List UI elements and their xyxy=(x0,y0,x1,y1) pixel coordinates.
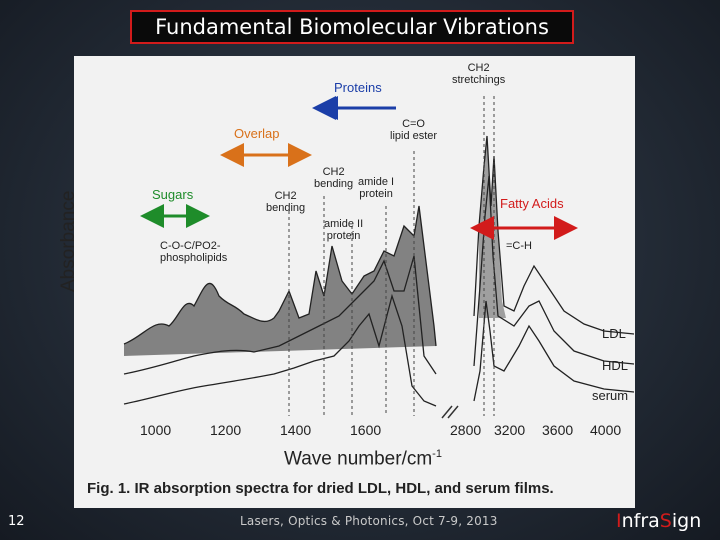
ir-spectra-figure: 1000 1200 1400 1600 2800 3200 3600 4000 … xyxy=(58,56,635,508)
x-tick-label: 4000 xyxy=(590,422,622,438)
series-label-hdl: HDL xyxy=(602,358,629,373)
x-tick-label: 3600 xyxy=(542,422,574,438)
x-tick-label: 1400 xyxy=(280,422,312,438)
ldl-fill-right xyxy=(479,136,506,318)
x-tick-label: 1200 xyxy=(210,422,242,438)
fatty-acids-label: Fatty Acids xyxy=(500,196,564,211)
spectra-chart xyxy=(123,96,635,419)
annotation-coc-phospholipids: C-O-C/PO2- phospholipids xyxy=(160,240,228,264)
annotation-ch2-stretch: CH2 stretchings xyxy=(452,62,506,86)
y-axis-label: Absorbance xyxy=(58,190,79,292)
axis-break-mark xyxy=(447,405,459,419)
series-line-serum xyxy=(123,293,635,407)
x-tick-label: 1600 xyxy=(350,422,382,438)
figure-caption: Fig. 1. IR absorption spectra for dried … xyxy=(87,480,554,497)
ldl-fill-left xyxy=(124,206,436,356)
series-label-ldl: LDL xyxy=(602,326,626,341)
annotation-ch2-bending-b: CH2 bending xyxy=(266,190,306,214)
x-axis-label: Wave number/cm-1 xyxy=(284,448,442,470)
x-tick-label: 3200 xyxy=(494,422,526,438)
axis-break-mark xyxy=(441,405,453,419)
annotation-ch-stretch: =C-H xyxy=(506,240,532,252)
annotation-co-lipid: C=O lipid ester xyxy=(390,118,438,142)
overlap-label: Overlap xyxy=(234,126,280,141)
series-label-serum: serum xyxy=(592,388,629,403)
x-tick-label: 2800 xyxy=(450,422,482,438)
annotation-amide-ii: amide II protein xyxy=(324,218,364,242)
brand-logo: InfraSign xyxy=(616,510,702,532)
series-line-ldl xyxy=(123,135,635,347)
annotation-ch2-bending-a: CH2 bending xyxy=(314,166,354,190)
proteins-label: Proteins xyxy=(334,80,382,95)
sugars-label: Sugars xyxy=(152,187,194,202)
slide-title: Fundamental Biomolecular Vibrations xyxy=(130,10,574,44)
slide-number: 12 xyxy=(8,514,25,529)
x-tick-label: 1000 xyxy=(140,422,172,438)
footer-text: Lasers, Optics & Photonics, Oct 7-9, 201… xyxy=(240,514,498,528)
